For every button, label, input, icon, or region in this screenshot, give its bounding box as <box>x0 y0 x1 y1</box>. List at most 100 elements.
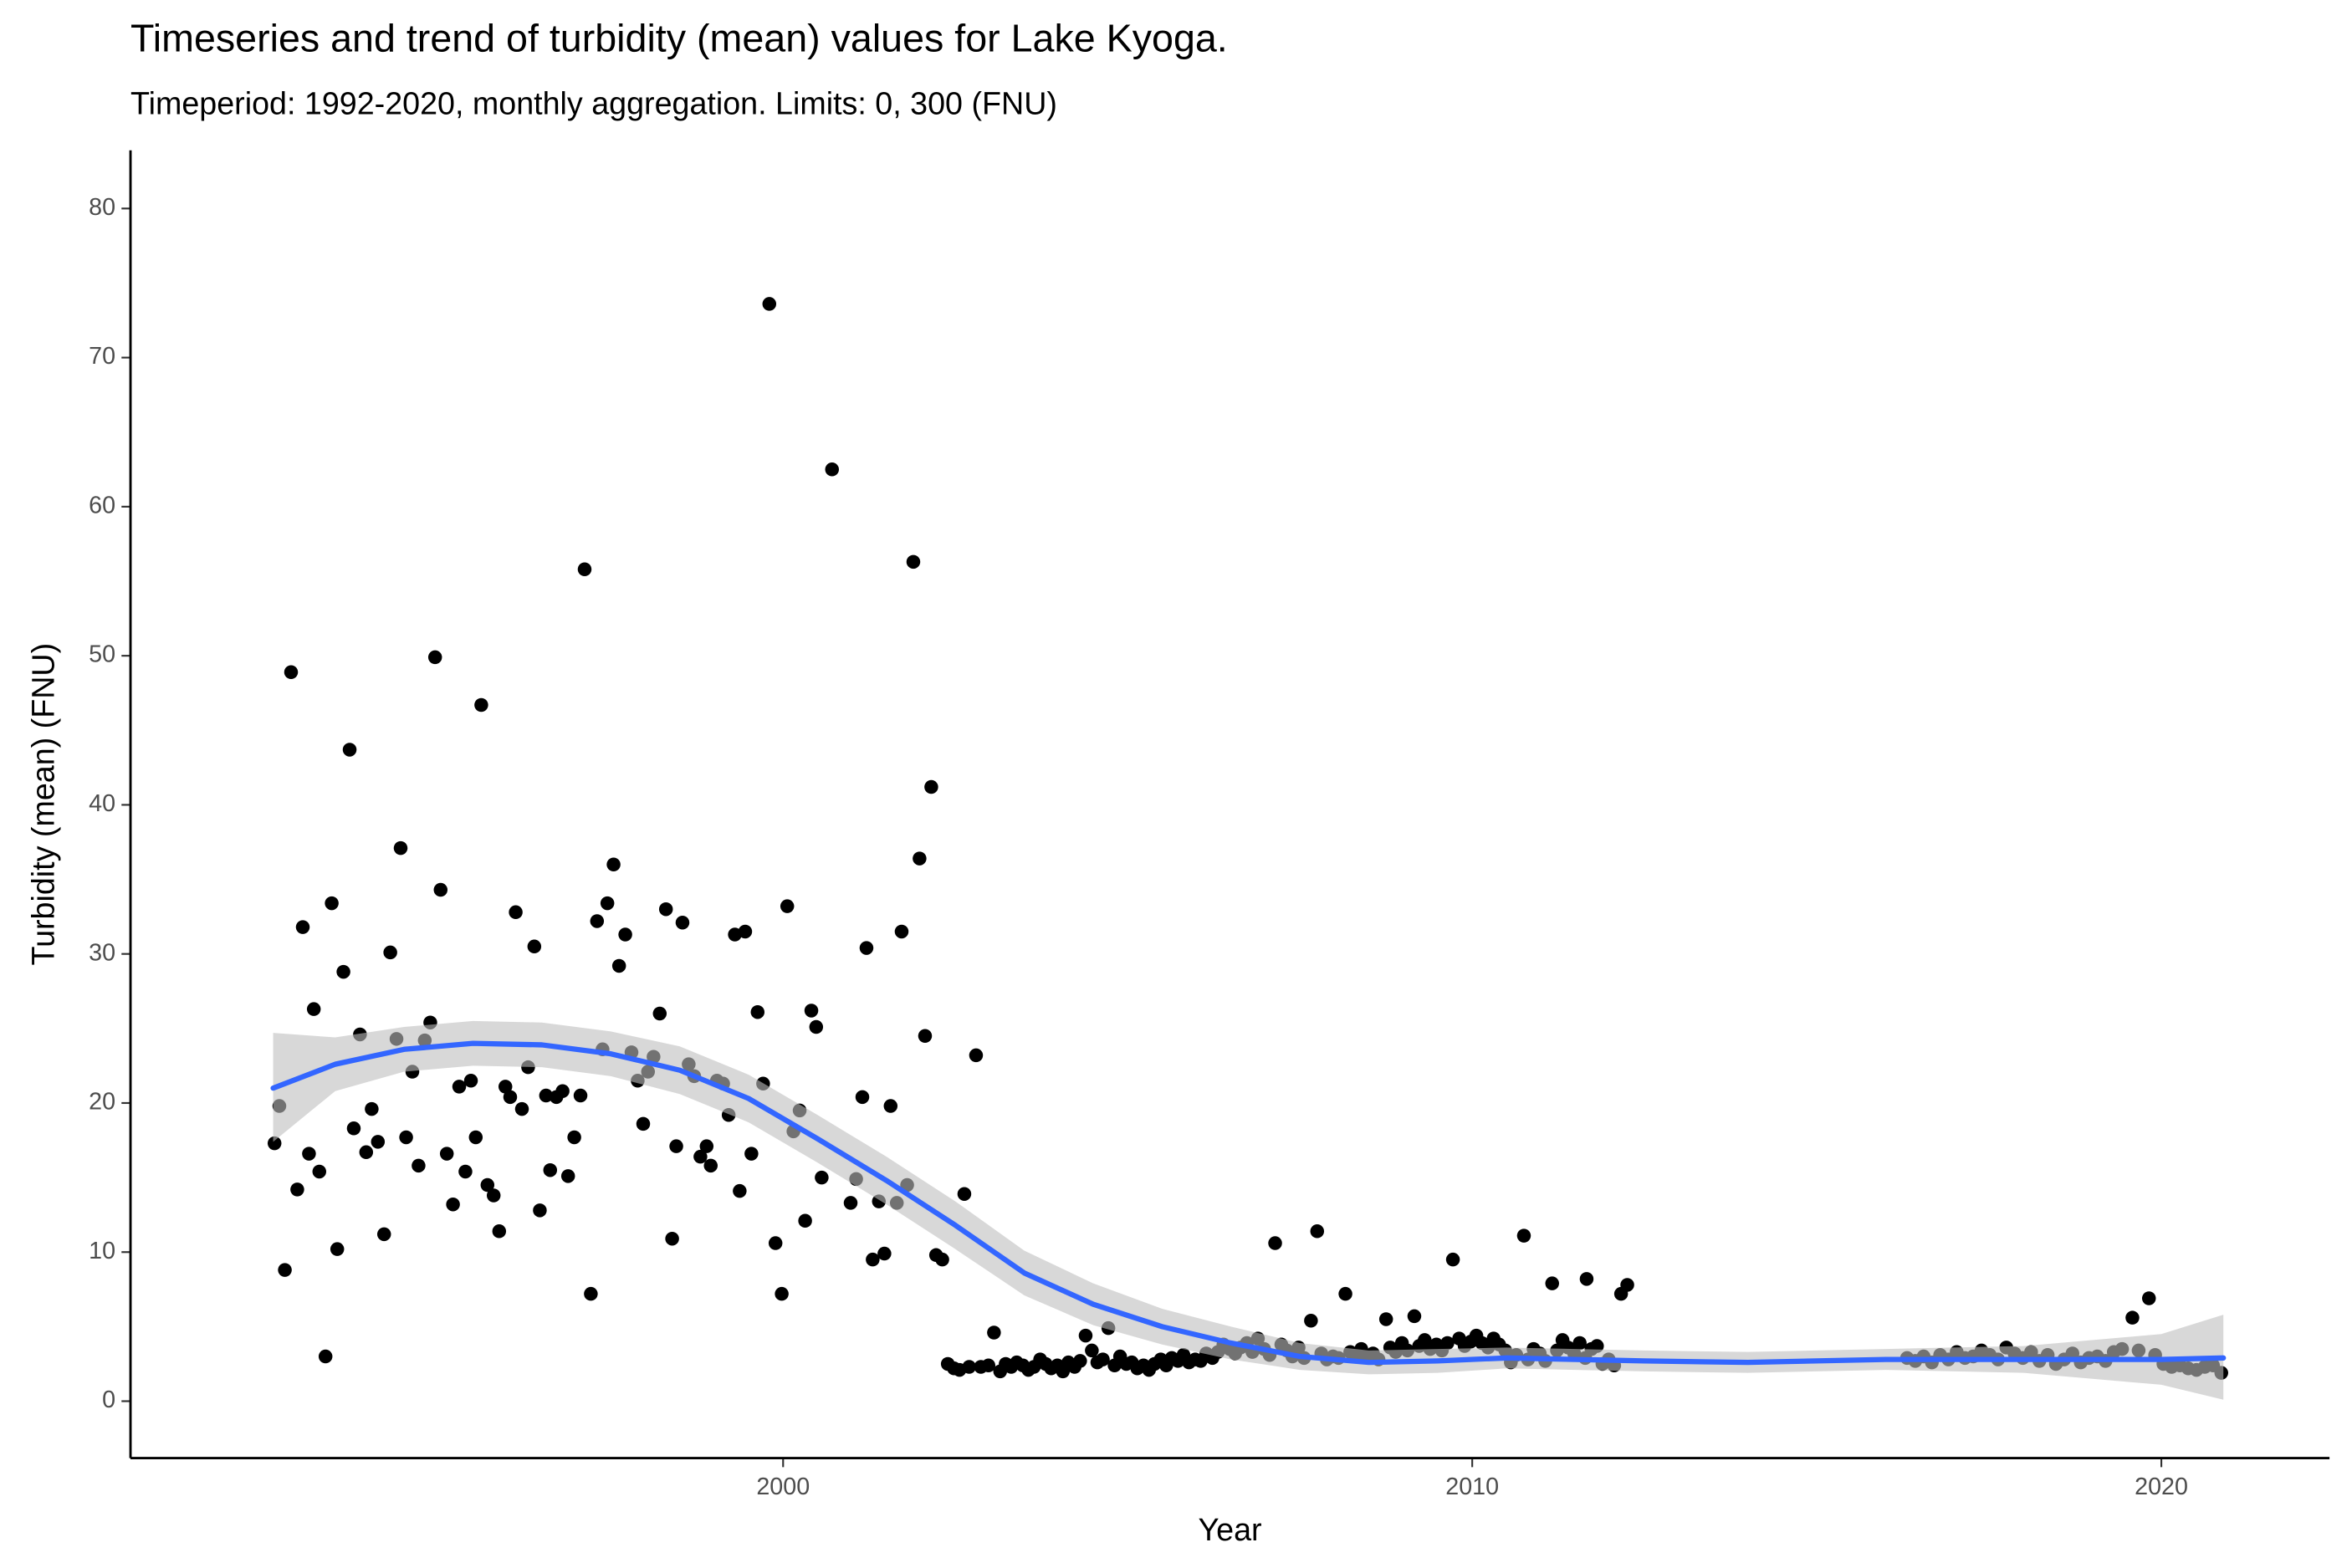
data-point <box>1338 1286 1352 1301</box>
data-point <box>2141 1291 2156 1305</box>
data-point <box>618 927 632 942</box>
y-axis-title: Turbidity (mean) (FNU) <box>26 643 61 966</box>
data-point <box>809 1019 824 1034</box>
data-point <box>877 1246 892 1261</box>
data-point <box>533 1203 547 1218</box>
data-point <box>750 1004 765 1019</box>
data-point <box>433 882 448 897</box>
data-point <box>468 1130 483 1145</box>
data-point <box>359 1145 374 1160</box>
data-point <box>894 924 909 939</box>
data-point <box>815 1170 829 1185</box>
x-tick-label: 2020 <box>2135 1474 2188 1500</box>
data-point <box>611 958 626 973</box>
y-tick-label: 30 <box>89 939 115 966</box>
data-point <box>1378 1312 1393 1326</box>
data-point <box>1096 1352 1110 1366</box>
data-point <box>560 1169 575 1183</box>
data-point <box>744 1147 759 1161</box>
data-point <box>665 1231 679 1246</box>
data-point <box>306 1002 321 1016</box>
y-tick-label: 50 <box>89 641 115 668</box>
chart-subtitle: Timeperiod: 1992-2020, monthly aggregati… <box>130 86 1057 121</box>
data-point <box>458 1164 473 1179</box>
data-point <box>1268 1236 1282 1250</box>
data-point <box>924 779 938 794</box>
data-point <box>342 743 357 757</box>
data-point <box>336 964 350 979</box>
data-point <box>573 1088 588 1103</box>
data-point <box>412 1158 426 1173</box>
data-point <box>969 1048 984 1063</box>
data-point <box>906 554 921 569</box>
y-tick-label: 10 <box>89 1238 115 1264</box>
data-point <box>738 924 753 939</box>
data-point <box>1407 1309 1422 1324</box>
data-point <box>728 927 742 942</box>
data-point <box>693 1149 708 1164</box>
data-point <box>606 857 621 871</box>
data-point <box>798 1213 812 1228</box>
data-point <box>825 462 840 477</box>
data-point <box>1445 1252 1460 1267</box>
data-point <box>318 1349 333 1364</box>
data-point <box>427 650 442 665</box>
data-point <box>1440 1336 1455 1351</box>
y-tick-label: 0 <box>102 1387 115 1413</box>
data-point <box>590 914 605 928</box>
plot-area: 0 10 20 30 40 50 60 70 80 2000 2010 2020 <box>89 150 2330 1500</box>
confidence-band <box>273 1020 2224 1400</box>
data-point <box>567 1130 581 1145</box>
y-tick-label: 70 <box>89 343 115 370</box>
data-point <box>492 1224 507 1239</box>
x-tick-label: 2010 <box>1445 1474 1499 1500</box>
data-point <box>652 1006 667 1021</box>
data-point <box>346 1121 361 1136</box>
data-point <box>527 939 542 954</box>
data-point <box>636 1116 651 1131</box>
data-point <box>843 1196 858 1210</box>
data-point <box>957 1187 972 1201</box>
data-point <box>733 1183 747 1198</box>
data-point <box>302 1147 316 1161</box>
data-point <box>577 562 592 577</box>
data-point <box>1545 1276 1559 1290</box>
data-point <box>584 1286 598 1301</box>
data-point <box>446 1197 460 1212</box>
y-tick-label: 40 <box>89 790 115 817</box>
data-point <box>312 1164 327 1179</box>
data-point <box>474 697 488 712</box>
data-point <box>883 1099 898 1113</box>
data-point <box>1085 1343 1099 1358</box>
data-point <box>555 1084 570 1098</box>
data-point <box>498 1080 513 1094</box>
data-point <box>859 941 874 955</box>
data-point <box>452 1080 467 1094</box>
data-point <box>600 896 615 911</box>
trend-line <box>270 1040 2227 1366</box>
data-point <box>371 1135 386 1149</box>
data-point <box>480 1177 495 1193</box>
data-point <box>463 1073 478 1088</box>
data-point <box>1572 1336 1587 1351</box>
data-point <box>284 665 299 680</box>
data-point <box>775 1286 789 1301</box>
data-point <box>699 1139 714 1153</box>
data-point <box>1073 1354 1087 1368</box>
data-point <box>669 1139 683 1153</box>
data-point <box>962 1360 976 1374</box>
data-point <box>675 916 690 930</box>
data-point <box>509 905 523 920</box>
data-point <box>295 920 310 934</box>
data-point <box>804 1004 819 1018</box>
data-point <box>330 1242 345 1256</box>
data-point <box>1579 1272 1594 1286</box>
data-point <box>913 851 927 866</box>
data-point <box>290 1182 304 1197</box>
data-point <box>278 1263 292 1277</box>
data-point <box>503 1090 518 1105</box>
data-point <box>267 1136 282 1151</box>
